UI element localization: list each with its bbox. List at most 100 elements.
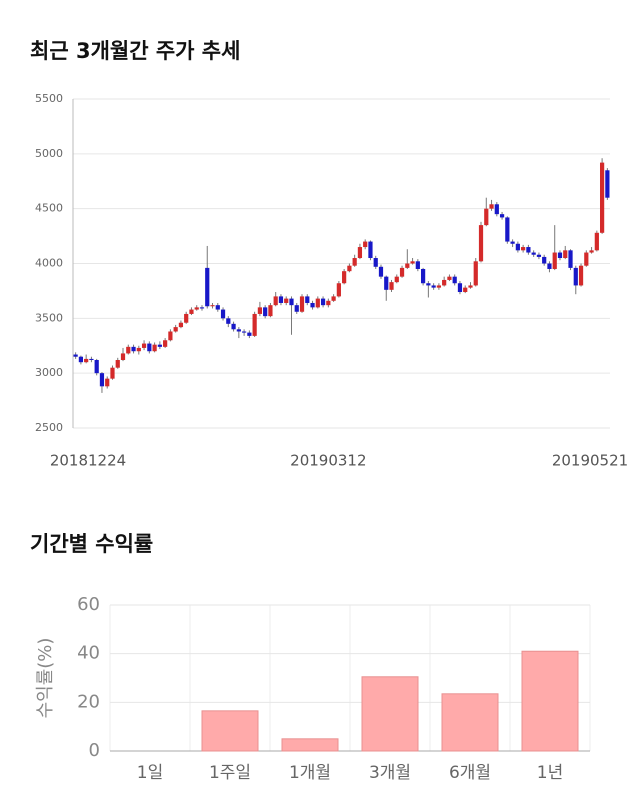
- candle-body: [236, 329, 241, 332]
- candle-body: [168, 331, 173, 341]
- candle-body: [357, 247, 363, 259]
- candle-body: [210, 305, 215, 307]
- bar: [361, 676, 419, 752]
- bar: [281, 738, 339, 752]
- y-tick-label: 20: [77, 691, 100, 712]
- candle-body: [141, 343, 147, 348]
- candle-body: [263, 307, 268, 317]
- candle-body: [247, 332, 252, 336]
- candle-body: [499, 214, 505, 218]
- candle-body: [510, 241, 515, 244]
- y-tick-label: 5000: [35, 147, 63, 160]
- x-tick-label: 6개월: [449, 763, 491, 783]
- candle-body: [484, 208, 489, 226]
- candle-body: [542, 256, 547, 264]
- candle-body: [336, 283, 341, 297]
- candle-body: [115, 360, 120, 368]
- candle-body: [352, 258, 357, 266]
- candle-body: [273, 296, 278, 306]
- candle-body: [131, 346, 136, 352]
- x-tick-label: 20190521: [552, 452, 628, 470]
- y-tick-label: 40: [77, 643, 100, 664]
- candle-body: [594, 232, 599, 251]
- candle-body: [394, 276, 399, 283]
- candle-body: [152, 344, 157, 352]
- candle-body: [231, 323, 236, 330]
- candle-body: [205, 267, 210, 307]
- chart-title: 최근 3개월간 주가 추세: [30, 39, 240, 63]
- candle-body: [384, 276, 389, 290]
- x-tick-label: 3개월: [369, 763, 411, 783]
- candle-body: [305, 296, 310, 303]
- candle-body: [531, 252, 536, 255]
- y-tick-label: 0: [89, 740, 100, 761]
- bar: [441, 693, 499, 752]
- candle-body: [241, 331, 247, 333]
- y-tick-label: 5500: [35, 92, 63, 105]
- chart-title: 기간별 수익률: [30, 532, 153, 556]
- candle-body: [599, 162, 605, 233]
- candle-body: [252, 313, 257, 336]
- candle-body: [442, 279, 447, 286]
- candle-body: [552, 252, 557, 269]
- candle-body: [189, 309, 194, 314]
- y-tick-label: 4500: [35, 202, 63, 215]
- candle-body: [568, 250, 573, 268]
- candle-body: [226, 318, 231, 324]
- bar: [201, 710, 259, 752]
- x-tick-label: 1주일: [209, 763, 251, 783]
- candle-body: [99, 373, 105, 387]
- candle-body: [389, 282, 394, 290]
- candle-body: [215, 305, 220, 310]
- candle-body: [310, 302, 315, 308]
- candle-body: [173, 327, 178, 332]
- candle-body: [373, 258, 378, 267]
- candle-body: [110, 367, 115, 379]
- candle-body: [163, 340, 168, 347]
- candle-body: [184, 313, 189, 323]
- x-tick-label: 1년: [537, 763, 563, 783]
- candle-body: [89, 358, 94, 361]
- candle-body: [220, 309, 226, 319]
- candle-body: [257, 307, 263, 314]
- candle-body: [457, 283, 463, 293]
- candle-body: [136, 347, 141, 352]
- candle-body: [605, 170, 610, 198]
- candle-body: [463, 287, 468, 293]
- candle-body: [399, 267, 405, 277]
- candle-body: [278, 296, 284, 303]
- candle-body: [84, 358, 89, 363]
- candle-body: [489, 204, 494, 209]
- candle-body: [126, 346, 131, 354]
- candle-body: [420, 268, 426, 284]
- candle-body: [573, 267, 578, 286]
- y-tick-label: 2500: [35, 421, 63, 434]
- candle-body: [557, 252, 563, 259]
- candle-body: [320, 298, 326, 306]
- y-tick-label: 60: [77, 594, 100, 615]
- candle-body: [157, 344, 162, 347]
- candle-body: [563, 250, 568, 259]
- candle-body: [299, 296, 305, 312]
- candle-body: [368, 241, 373, 259]
- candle-body: [120, 353, 126, 361]
- y-tick-label: 4000: [35, 257, 63, 270]
- y-tick-label: 3500: [35, 311, 63, 324]
- candle-body: [426, 283, 431, 286]
- candle-body: [78, 356, 84, 363]
- candle-body: [315, 298, 320, 308]
- candle-body: [447, 276, 452, 280]
- candle-body: [284, 298, 289, 303]
- candle-body: [584, 252, 589, 266]
- candle-body: [547, 263, 552, 269]
- candle-body: [147, 343, 152, 352]
- candle-body: [405, 263, 410, 268]
- candle-body: [73, 354, 78, 357]
- candle-body: [105, 378, 110, 387]
- y-axis-label: 수익률(%): [35, 638, 56, 719]
- candle-body: [347, 265, 352, 272]
- candle-body: [526, 247, 531, 253]
- candle-body: [294, 305, 299, 312]
- candle-body: [468, 285, 473, 288]
